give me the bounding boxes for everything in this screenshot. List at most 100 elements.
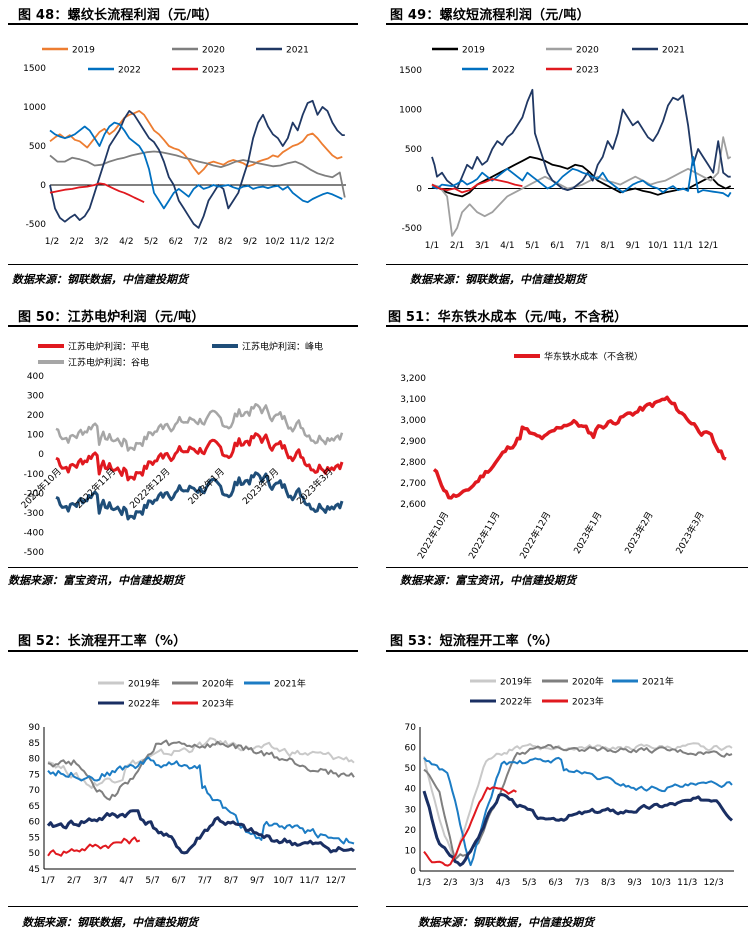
series-2023 bbox=[49, 182, 145, 204]
x-tick-label: 11/7 bbox=[299, 876, 319, 886]
fig53-title: 图 53：短流程开工率（%） bbox=[390, 634, 559, 649]
x-tick-label: 10/7 bbox=[273, 876, 293, 886]
x-tick-label: 10/3 bbox=[651, 878, 671, 888]
fig48-bottom-rule bbox=[8, 264, 358, 265]
y-tick-label: 0 bbox=[38, 450, 44, 460]
x-tick-label: 2/1 bbox=[450, 241, 464, 251]
fig50-source: 数据来源：富宝资讯，中信建投期货 bbox=[8, 574, 184, 587]
x-tick-label: 2023年1月 bbox=[571, 510, 605, 556]
series-2019年 bbox=[423, 742, 733, 861]
y-tick-label: 2,900 bbox=[400, 437, 426, 447]
fig53-top-rule bbox=[386, 650, 748, 652]
series-2022年 bbox=[46, 809, 355, 855]
x-tick-label: 9/1 bbox=[626, 241, 640, 251]
series-hotmetal bbox=[432, 395, 727, 500]
y-tick-label: -500 bbox=[24, 548, 45, 558]
series-1 bbox=[55, 471, 344, 521]
y-tick-label: 0 bbox=[410, 867, 416, 877]
y-tick-label: 50 bbox=[405, 764, 417, 774]
legend-peak-label: 江苏电炉利润：峰电 bbox=[242, 341, 323, 353]
series-2021 bbox=[431, 88, 731, 192]
x-tick-label: 3/2 bbox=[94, 237, 108, 247]
fig52-title: 图 52：长流程开工率（%） bbox=[18, 634, 187, 649]
y-tick-label: 0 bbox=[40, 181, 46, 191]
y-tick-label: 100 bbox=[27, 431, 44, 441]
y-tick-label: 2,800 bbox=[400, 458, 426, 468]
y-tick-label: 30 bbox=[405, 805, 417, 815]
series-2020 bbox=[49, 150, 346, 198]
x-tick-label: 1/1 bbox=[425, 241, 439, 251]
x-tick-label: 2022年10月 bbox=[415, 510, 452, 561]
y-tick-label: -200 bbox=[24, 489, 45, 499]
y-tick-label: 65 bbox=[29, 802, 40, 812]
x-tick-label: 2022年12月 bbox=[517, 510, 554, 561]
fig51-chart: 华东铁水成本（不含税） 2,600 2,700 2,800 2,900 3,000 3,10… bbox=[400, 351, 727, 561]
x-tick-label: 8/7 bbox=[224, 876, 238, 886]
x-tick-label: 2/3 bbox=[443, 878, 457, 888]
x-tick-label: 4/3 bbox=[496, 878, 510, 888]
y-tick-label: 60 bbox=[29, 818, 41, 828]
series-2023年 bbox=[423, 786, 517, 867]
x-tick-label: 11/3 bbox=[677, 878, 697, 888]
fig49-top-rule bbox=[386, 23, 748, 25]
x-tick-label: 2022年11月 bbox=[466, 510, 503, 561]
y-tick-label: -500 bbox=[402, 224, 423, 234]
fig50-top-rule bbox=[8, 325, 358, 327]
y-tick-label: 85 bbox=[29, 739, 40, 749]
x-tick-label: 1/7 bbox=[41, 876, 55, 886]
legend-2023-label: 2023年 bbox=[202, 698, 234, 710]
legend-2020-label: 2020 bbox=[576, 46, 599, 56]
legend-2021-label: 2021 bbox=[662, 46, 685, 56]
x-tick-label: 4/7 bbox=[119, 876, 133, 886]
x-tick-label: 6/3 bbox=[548, 878, 562, 888]
y-tick-label: -400 bbox=[24, 528, 45, 538]
y-tick-label: 0 bbox=[416, 185, 422, 195]
series-2023 bbox=[431, 178, 523, 194]
x-tick-label: 9/2 bbox=[243, 237, 257, 247]
x-tick-label: 4/2 bbox=[119, 237, 133, 247]
x-tick-label: 10/2 bbox=[265, 237, 285, 247]
y-tick-label: 55 bbox=[29, 833, 40, 843]
y-tick-label: 3,200 bbox=[400, 374, 426, 384]
x-tick-label: 12/7 bbox=[326, 876, 346, 886]
x-tick-label: 6/1 bbox=[550, 241, 564, 251]
series-2022 bbox=[49, 121, 343, 210]
fig52-bottom-rule bbox=[8, 906, 358, 907]
x-tick-label: 5/1 bbox=[525, 241, 539, 251]
fig51-bottom-rule bbox=[386, 567, 748, 568]
series-2022年 bbox=[422, 790, 733, 867]
x-tick-label: 7/7 bbox=[198, 876, 212, 886]
fig49-source: 数据来源：钢联数据，中信建投期货 bbox=[410, 273, 586, 286]
x-tick-label: 9/3 bbox=[627, 878, 641, 888]
x-tick-label: 7/2 bbox=[193, 237, 207, 247]
x-tick-label: 5/2 bbox=[144, 237, 158, 247]
y-tick-label: 80 bbox=[29, 755, 41, 765]
legend-2022-label: 2022 bbox=[492, 66, 515, 76]
x-tick-label: 11/2 bbox=[290, 237, 310, 247]
x-tick-label: 11/1 bbox=[673, 241, 693, 251]
legend-flat-label: 江苏电炉利润：平电 bbox=[68, 341, 149, 353]
y-tick-label: 1500 bbox=[23, 64, 46, 74]
series-2020年 bbox=[47, 739, 355, 801]
x-tick-label: 2023年3月 bbox=[673, 510, 707, 556]
series-2023年 bbox=[47, 836, 141, 857]
y-tick-label: 3,000 bbox=[400, 416, 426, 426]
y-tick-label: 400 bbox=[27, 372, 44, 382]
fig53-bottom-rule bbox=[386, 906, 748, 907]
x-tick-label: 10/1 bbox=[648, 241, 668, 251]
fig52-chart: 2019年 2020年 2021年 2022年 2023年 45 50 55 60 65 70 75 8… bbox=[29, 678, 356, 886]
legend-2023-label: 2023 bbox=[202, 66, 225, 76]
x-tick-label: 12/2 bbox=[314, 237, 334, 247]
x-tick-label: 2022年12月 bbox=[127, 465, 173, 511]
fig48-chart: 2019 2020 2021 2022 2023 -500 0 500 1000 1500 1/2 2… bbox=[23, 46, 346, 247]
x-tick-label: 6/7 bbox=[172, 876, 186, 886]
x-tick-label: 3/3 bbox=[469, 878, 483, 888]
fig48-top-rule bbox=[8, 23, 358, 25]
series-2021年 bbox=[47, 756, 355, 845]
fig52-source: 数据来源：钢联数据，中信建投期货 bbox=[22, 916, 198, 929]
y-tick-label: -300 bbox=[24, 509, 45, 519]
series-2020年 bbox=[423, 744, 733, 861]
x-tick-label: 2/2 bbox=[70, 237, 84, 247]
y-tick-label: 70 bbox=[405, 723, 417, 733]
series-2020 bbox=[431, 136, 732, 237]
